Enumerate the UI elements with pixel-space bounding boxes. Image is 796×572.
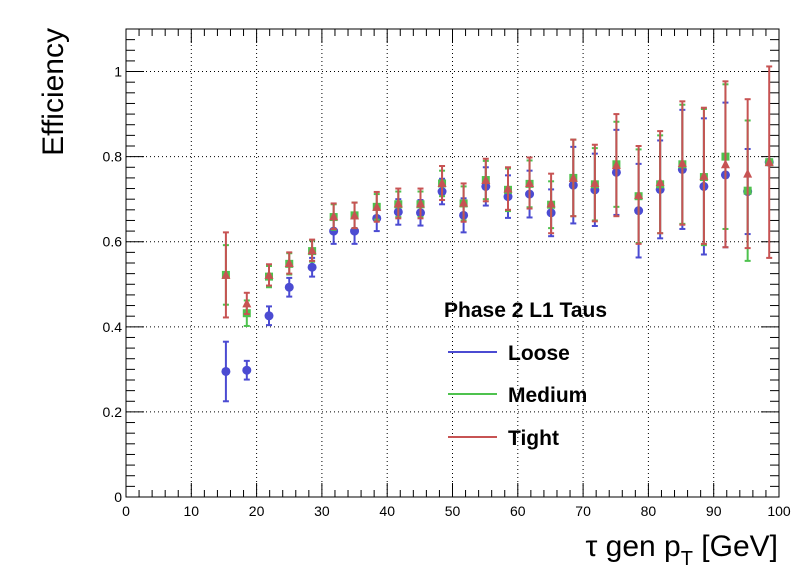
tight-point [699,170,709,180]
y-tick-label: 0 [114,489,122,505]
x-tick-label: 70 [575,503,591,519]
x-tick-label: 60 [510,503,526,519]
legend-label-medium: Medium [508,384,587,407]
x-tick-label: 30 [314,503,330,519]
loose-point [264,311,274,321]
legend-label-tight: Tight [508,427,559,450]
tight-point [350,210,360,220]
tight-point [503,183,513,193]
x-tick-label: 10 [184,503,200,519]
axis-ticks [125,29,780,498]
tight-point [221,269,231,279]
tight-point [372,201,382,211]
tight-point [284,258,294,267]
tight-point [568,172,578,182]
legend-label-loose: Loose [508,342,570,365]
x-tick-label: 20 [249,503,265,519]
plot-frame [125,28,780,498]
tight-point [720,159,730,169]
tight-point [329,211,339,221]
x-tick-label: 40 [379,503,395,519]
tight-point [242,298,252,308]
x-axis-title-subscript: T [681,548,693,570]
data-points [221,65,774,403]
tight-point [634,189,644,199]
legend: Phase 2 L1 Taus Loose Medium Tight [444,299,607,450]
x-tick-label: 100 [767,503,791,519]
series-loose [221,101,774,403]
y-tick-label: 0.4 [103,319,123,335]
y-tick-label: 1 [114,64,122,80]
series-medium [221,83,774,327]
x-axis-title-unit: [GeV] [693,530,778,563]
loose-point [242,365,252,375]
tight-point [590,178,600,188]
tight-point [764,157,774,167]
tight-point [437,178,447,188]
x-tick-label: 50 [445,503,461,519]
x-tick-label: 80 [641,503,657,519]
legend-title: Phase 2 L1 Taus [444,299,607,322]
tight-point [546,198,556,208]
x-axis-title: τ gen pT [GeV] [585,530,778,570]
tight-point [743,168,753,178]
y-tick-label: 0.6 [103,234,123,250]
loose-point [307,262,317,272]
x-axis-title-main: τ gen p [585,530,680,563]
grid-lines [126,29,779,497]
y-tick-label: 0.8 [103,149,123,165]
tight-point [655,177,665,187]
tight-point [416,198,426,208]
y-axis-title: Efficiency [37,28,70,156]
tight-point [459,197,469,207]
y-tick-label: 0.2 [103,404,123,420]
tick-labels: 0 10 20 30 40 50 60 70 80 90 100 0 0.2 0.4 0.6 0.8 1 [103,64,791,519]
tight-point [677,158,687,168]
loose-point [221,366,231,376]
tight-point [393,198,403,208]
x-tick-label: 90 [706,503,722,519]
tight-point [611,160,621,170]
series-tight [221,65,774,319]
tight-point [525,178,535,188]
x-tick-label: 0 [122,503,130,519]
tight-point [264,269,274,279]
tight-point [307,245,317,255]
tight-point [481,175,491,185]
loose-point [284,282,294,292]
